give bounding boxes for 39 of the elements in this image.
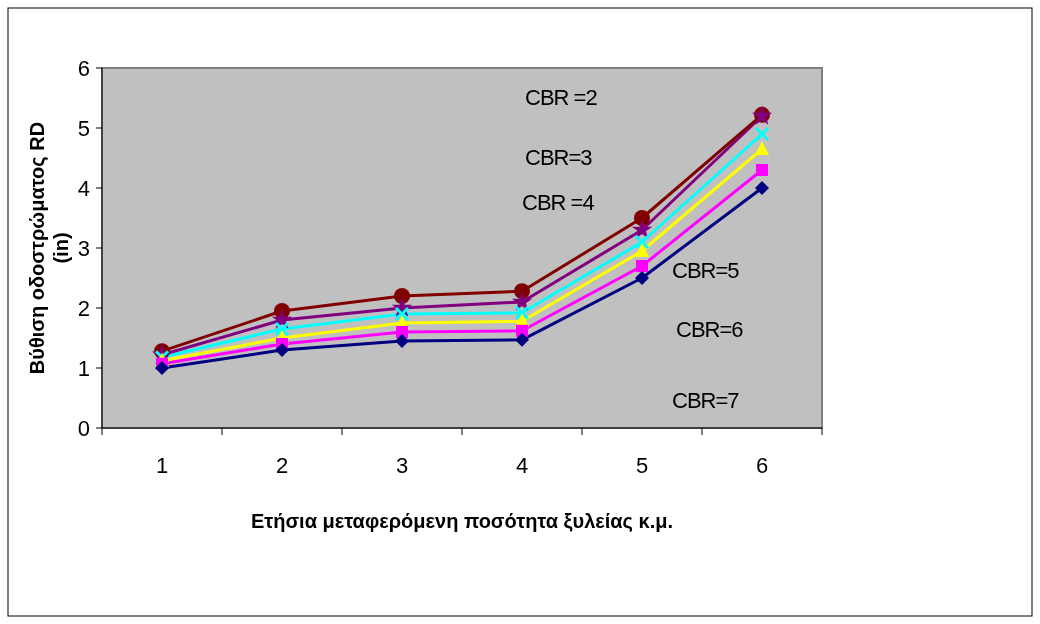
x-tick-label: 5 bbox=[635, 453, 649, 478]
point bbox=[155, 361, 169, 375]
annotation: CBR=7 bbox=[672, 388, 740, 413]
point bbox=[514, 305, 530, 321]
x-tick-label: 4 bbox=[515, 453, 529, 478]
point bbox=[634, 234, 650, 250]
annotation: CBR =2 bbox=[525, 85, 598, 110]
point bbox=[635, 243, 649, 257]
y-tick-label: 2 bbox=[77, 295, 90, 321]
annotation: CBR=3 bbox=[525, 145, 593, 170]
point bbox=[755, 181, 769, 195]
annotation: CBR =4 bbox=[522, 190, 595, 215]
point bbox=[754, 126, 770, 142]
point bbox=[634, 210, 650, 226]
point bbox=[636, 260, 648, 272]
point bbox=[514, 283, 530, 300]
x-tick-label: 1 bbox=[155, 453, 169, 478]
annotation: CBR=6 bbox=[676, 317, 744, 342]
y-tick-label: 6 bbox=[77, 55, 90, 81]
point bbox=[755, 141, 769, 155]
y-tick-label: 0 bbox=[77, 415, 90, 441]
y-axis-title: Βύθιση οδοστρώματος RD (in) bbox=[26, 121, 72, 375]
x-tick-label: 2 bbox=[275, 453, 289, 478]
point bbox=[635, 271, 649, 285]
point bbox=[394, 288, 410, 304]
point bbox=[395, 334, 409, 348]
x-axis-title: Ετήσια μεταφερόμενη ποσότητα ξυλείας κ.μ. bbox=[250, 510, 674, 532]
point bbox=[394, 306, 410, 322]
x-tick-label: 3 bbox=[395, 453, 409, 478]
point bbox=[275, 343, 289, 357]
point bbox=[756, 164, 768, 176]
y-tick-label: 3 bbox=[77, 235, 90, 261]
y-tick-label: 4 bbox=[77, 175, 90, 201]
annotation: CBR=5 bbox=[672, 258, 740, 283]
y-tick-label: 1 bbox=[77, 355, 90, 381]
point bbox=[274, 321, 290, 337]
y-tick-label: 5 bbox=[77, 115, 90, 141]
x-tick-label: 6 bbox=[755, 453, 769, 478]
point bbox=[515, 332, 529, 347]
